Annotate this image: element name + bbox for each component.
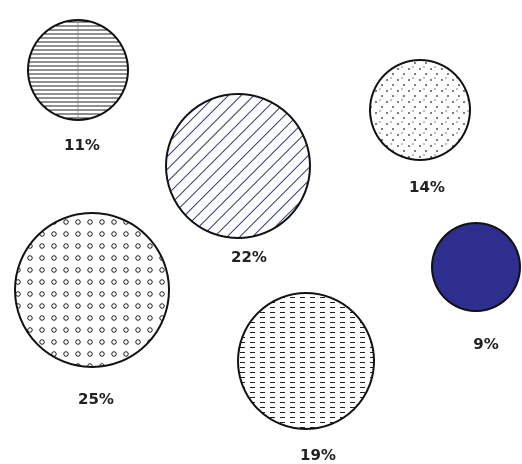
bubble-mark-19 (237, 292, 375, 430)
bubble-9 (431, 222, 521, 312)
labels: 11% 22% 14% 25% 19% 9% (64, 136, 499, 464)
bubble-mark-14 (369, 59, 471, 161)
bubble-label-25: 25% (78, 390, 114, 408)
bubble-label-22: 22% (231, 248, 267, 266)
bubbles (14, 19, 521, 430)
bubble-label-19: 19% (300, 446, 336, 464)
bubble-25 (14, 212, 170, 368)
bubble-19 (237, 292, 375, 430)
bubble-11 (27, 19, 129, 121)
bubble-mark-25 (14, 212, 170, 368)
bubble-mark-22 (165, 93, 311, 239)
bubble-mark-9 (431, 222, 521, 312)
bubble-22 (165, 93, 311, 239)
bubble-14 (369, 59, 471, 161)
bubble-label-14: 14% (409, 178, 445, 196)
bubble-label-11: 11% (64, 136, 100, 154)
bubble-label-9: 9% (473, 335, 498, 353)
